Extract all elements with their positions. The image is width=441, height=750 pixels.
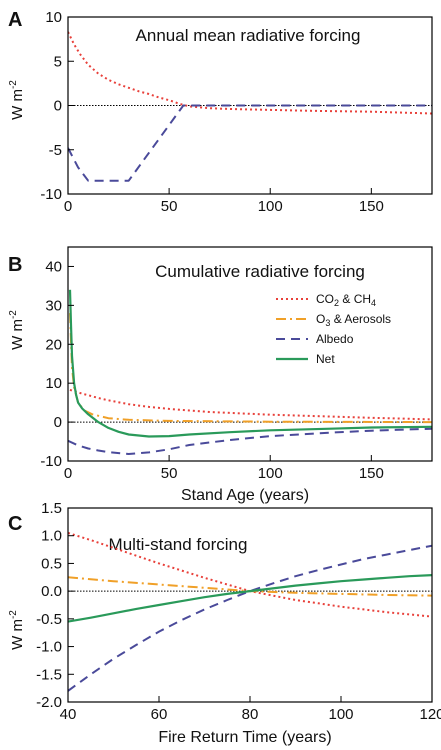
panel-b-x-tick-label: 150: [359, 465, 384, 482]
panel-c-title: Multi-stand forcing: [109, 535, 248, 554]
panel-b-legend: CO2 & CH4 O3 & Aerosols Albedo Net: [276, 292, 391, 366]
panel-c-y-tick-label: -0.5: [36, 611, 62, 628]
panel-b-x-tick-label: 100: [258, 465, 283, 482]
panel-c-x-tick-label: 40: [60, 706, 77, 723]
panel-b-series-albedo: [68, 427, 432, 455]
panel-a-x-tick-label: 100: [258, 198, 283, 215]
panel-b-ylabel-unit: W m: [9, 319, 26, 350]
panel-b: B Cumulative radiative forcing W m-2 Sta…: [8, 246, 433, 504]
panel-c-y-tick-label: -1.5: [36, 666, 62, 683]
panel-b-y-tick-label: 40: [45, 258, 62, 275]
panel-a-x-tick-label: 50: [161, 198, 178, 215]
panel-a-y-tick-label: 5: [54, 53, 62, 70]
panel-b-y-tick-label: 0: [54, 414, 62, 431]
panel-c-x-tick-label: 100: [328, 706, 353, 723]
panel-c-y-tick-label: 1.0: [41, 528, 62, 545]
panel-a-title: Annual mean radiative forcing: [136, 26, 361, 45]
panel-c-series-albedo: [68, 544, 432, 692]
panel-a-x-tick-label: 0: [64, 198, 72, 215]
panel-c-x-tick-label: 80: [242, 706, 259, 723]
panel-c-x-tick-label: 120: [419, 706, 441, 723]
panel-c-xlabel: Fire Return Time (years): [158, 729, 331, 746]
panel-a-plot: 0 50 100 150 -10 -5 0 5 10: [40, 9, 433, 215]
panel-c-ylabel-sup: -2: [8, 610, 19, 619]
panel-c-ylabel: W m-2: [8, 610, 26, 650]
panel-c-ylabel-unit: W m: [9, 619, 26, 650]
panel-b-series-net: [68, 289, 432, 438]
panel-b-xlabel: Stand Age (years): [181, 487, 309, 504]
panel-b-frame: [67, 246, 433, 462]
panel-a-y-tick-label: -5: [49, 142, 62, 159]
panel-a-y-tick-label: 10: [45, 9, 62, 26]
panel-a-y-tick-label: -10: [40, 186, 62, 203]
panel-letter-c: C: [8, 513, 22, 535]
panel-a-ylabel-unit: W m: [9, 89, 26, 120]
panel-letter-a: A: [8, 9, 22, 31]
panel-letter-b: B: [8, 254, 22, 276]
panel-c-y-tick-label: -2.0: [36, 694, 62, 711]
panel-c-y-tick-label: -1.0: [36, 639, 62, 656]
panel-a-ylabel: W m-2: [8, 80, 26, 120]
panel-a-x-tick-label: 150: [359, 198, 384, 215]
panel-c-y-tick-label: 0.0: [41, 583, 62, 600]
panel-a-series-co2-ch4: [68, 31, 432, 115]
legend-label-co2-ch4: CO2 & CH4: [316, 292, 376, 308]
panel-c-y-tick-label: 0.5: [41, 555, 62, 572]
panel-c-x-tick-label: 60: [151, 706, 168, 723]
panel-b-y-tick-label: 20: [45, 336, 62, 353]
panel-c-y-tick-label: 1.5: [41, 500, 62, 517]
panel-b-y-tick-label: 30: [45, 297, 62, 314]
panel-c-plot: 40 60 80 100 120 -2.0 -1.5 -1.0 -0.5 0.0 0.5 1.0 1.5: [36, 500, 441, 723]
panel-b-ylabel: W m-2: [8, 310, 26, 350]
panel-a: A Annual mean radiative forcing W m-2 0 5…: [8, 9, 433, 215]
panel-b-y-tick-label: -10: [40, 453, 62, 470]
legend-label-net: Net: [316, 352, 335, 366]
panel-b-x-tick-label: 50: [161, 465, 178, 482]
panel-a-series-albedo: [68, 104, 432, 182]
panel-a-ylabel-sup: -2: [8, 80, 19, 89]
panel-b-ylabel-sup: -2: [8, 310, 19, 319]
legend-label-o3-aerosols: O3 & Aerosols: [316, 312, 391, 328]
panel-b-y-tick-label: 10: [45, 375, 62, 392]
panel-b-x-tick-label: 0: [64, 465, 72, 482]
panel-a-y-tick-label: 0: [54, 98, 62, 115]
panel-b-series-co2-ch4: [69, 388, 432, 421]
legend-label-albedo: Albedo: [316, 332, 354, 346]
panel-c: C Multi-stand forcing W m-2 Fire Return …: [8, 500, 441, 746]
panel-c-series-net: [68, 574, 432, 623]
panel-b-title: Cumulative radiative forcing: [155, 262, 365, 281]
panel-c-series-o3-aerosols: [68, 576, 432, 597]
panel-b-series-o3-aerosols: [69, 313, 432, 424]
